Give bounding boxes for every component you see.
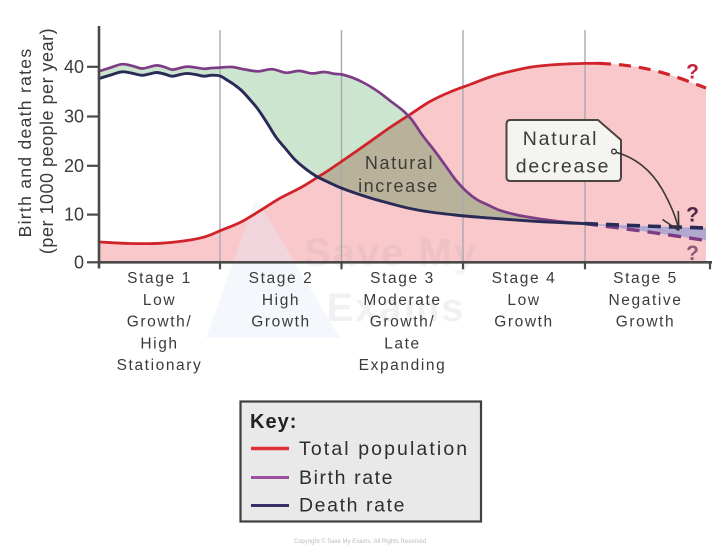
svg-text:Natural: Natural	[365, 153, 434, 173]
svg-text:Stage 5: Stage 5	[613, 270, 678, 287]
svg-text:?: ?	[686, 61, 699, 84]
svg-text:0: 0	[74, 252, 84, 272]
svg-text:Low: Low	[143, 292, 176, 309]
svg-text:Growth: Growth	[616, 314, 676, 331]
svg-text:Moderate: Moderate	[363, 292, 441, 309]
svg-text:Total population: Total population	[299, 438, 469, 460]
svg-text:Stage 4: Stage 4	[492, 270, 557, 287]
svg-text:Copyright © Save My Exams. All: Copyright © Save My Exams. All Rights Re…	[294, 538, 426, 545]
svg-text:increase: increase	[358, 176, 439, 196]
svg-text:Death rate: Death rate	[299, 495, 406, 517]
svg-text:Expanding: Expanding	[359, 357, 447, 374]
svg-text:Birth rate: Birth rate	[299, 467, 394, 489]
svg-text:Stage 2: Stage 2	[249, 270, 314, 287]
svg-text:High: High	[140, 335, 178, 352]
svg-text:(per 1000 people per year): (per 1000 people per year)	[37, 28, 57, 254]
svg-text:Growth/: Growth/	[370, 314, 435, 331]
svg-text:20: 20	[64, 156, 84, 176]
svg-text:Growth/: Growth/	[127, 314, 192, 331]
svg-text:Exams: Exams	[327, 286, 466, 330]
svg-text:Save My: Save My	[304, 231, 478, 275]
svg-text:Stationary: Stationary	[117, 357, 203, 374]
svg-text:Growth: Growth	[251, 314, 311, 331]
svg-text:40: 40	[64, 57, 84, 77]
svg-text:decrease: decrease	[516, 156, 611, 178]
svg-text:30: 30	[64, 107, 84, 127]
svg-text:Key:: Key:	[250, 411, 297, 433]
svg-text:?: ?	[686, 204, 699, 227]
svg-text:10: 10	[64, 205, 84, 225]
svg-text:Negative: Negative	[609, 292, 683, 309]
svg-text:High: High	[262, 292, 300, 309]
svg-text:Birth and death rates: Birth and death rates	[15, 48, 35, 238]
svg-text:Stage 1: Stage 1	[127, 270, 192, 287]
svg-text:?: ?	[686, 242, 699, 265]
svg-text:Low: Low	[507, 292, 540, 309]
svg-text:Growth: Growth	[494, 314, 554, 331]
svg-text:Stage 3: Stage 3	[370, 270, 435, 287]
svg-text:Late: Late	[384, 335, 421, 352]
svg-text:Natural: Natural	[523, 128, 598, 150]
